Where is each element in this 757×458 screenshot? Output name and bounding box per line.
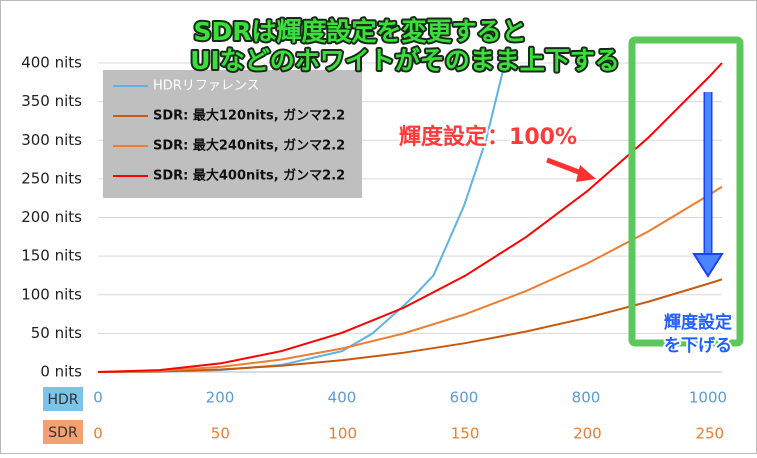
red-arrow [546, 157, 585, 177]
legend: HDRリファレンス SDR: 最大120nits, ガンマ2.2 SDR: 最大24… [113, 79, 345, 184]
x2-tick-label: 200 [573, 425, 602, 443]
x-tick-label: 400 [328, 389, 357, 407]
red-arrow-head [576, 165, 596, 182]
y-tick-label: 0 nits [40, 363, 82, 381]
grid: 0 nits 50 nits 100 nits 150 nits 200 nits 250… [21, 54, 727, 443]
title-line: SDRは輝度設定を変更すると [193, 17, 526, 46]
x2-tick-label: 150 [451, 425, 480, 443]
x-tick-label: 200 [206, 389, 235, 407]
y-tick-label: 400 nits [21, 54, 82, 72]
x-tick-label: 0 [93, 389, 103, 407]
legend-label: HDRリファレンス [153, 79, 260, 94]
y-tick-label: 250 nits [21, 169, 82, 187]
y-tick-label: 150 nits [21, 247, 82, 265]
x2-label-box [43, 420, 83, 444]
annotation: 輝度設定：100% [399, 124, 577, 150]
annotation: を下げる [664, 336, 732, 356]
x2-tick-label: 100 [328, 425, 357, 443]
x-tick-label: 800 [572, 389, 601, 407]
annotation: 輝度設定 [664, 312, 732, 333]
highlight-box [628, 36, 744, 347]
y-tick-label: 100 nits [21, 285, 82, 303]
series-line [97, 185, 723, 373]
y-tick-label: 50 nits [31, 324, 82, 342]
y-tick-label: 350 nits [21, 92, 82, 110]
x2-tick-label: 0 [93, 425, 103, 443]
x-label-box [43, 387, 83, 411]
arrow-head [692, 253, 724, 278]
x-tick-label: 1000 [689, 389, 727, 407]
series-line [97, 278, 723, 373]
legend-label: SDR: 最大120nits, ガンマ2.2 [153, 108, 345, 124]
x-tick-label: 600 [450, 389, 479, 407]
legend-label: SDR: 最大240nits, ガンマ2.2 [153, 138, 345, 154]
legend-label: SDR: 最大400nits, ガンマ2.2 [153, 168, 345, 184]
title-line: UIなどのホワイトがそのまま上下する [190, 46, 620, 75]
y-tick-label: 300 nits [21, 131, 82, 149]
plot [97, 62, 723, 373]
x2-tick-label: 50 [211, 425, 230, 443]
x-axis-label: HDR [47, 392, 78, 408]
series-line [97, 62, 723, 373]
x2-tick-label: 250 [695, 425, 724, 443]
y-tick-label: 200 nits [21, 208, 82, 226]
x2-axis-label: SDR [48, 425, 78, 441]
